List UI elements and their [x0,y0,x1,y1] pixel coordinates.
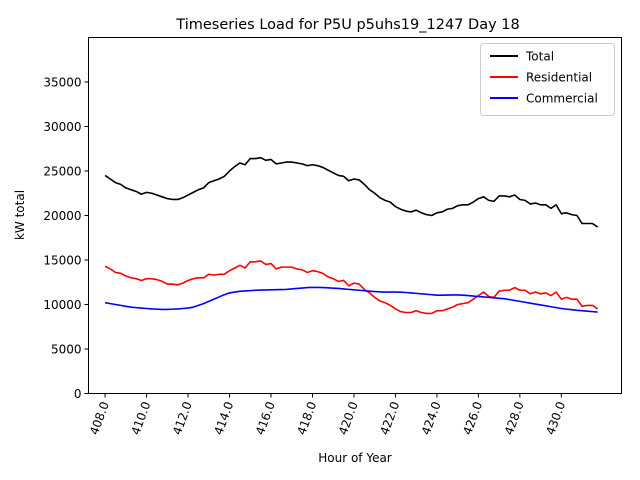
y-tick-label: 25000 [43,164,81,178]
legend-label-total: Total [525,50,554,64]
y-tick-label: 35000 [43,75,81,89]
legend: Total Residential Commercial [480,43,615,116]
x-tick-label: 422.0 [377,400,402,437]
x-tick-label: 416.0 [253,400,278,437]
x-tick-label: 426.0 [460,400,485,437]
x-axis: 408.0 410.0 412.0 414.0 416.0 418.0 420.0 422.0… [87,393,568,437]
x-tick-label: 420.0 [336,400,361,437]
x-axis-label: Hour of Year [318,451,392,465]
y-axis-label: kW total [13,190,27,240]
series-line-total [104,156,599,228]
x-tick-label: 414.0 [211,400,236,437]
y-axis: 0 5000 10000 15000 20000 25000 30000 35000 [43,75,89,401]
x-tick-label: 428.0 [502,400,527,437]
y-tick-label: 20000 [43,209,81,223]
y-tick-label: 30000 [43,120,81,134]
legend-label-residential: Residential [526,71,592,85]
y-tick-label: 0 [74,387,82,401]
x-tick-label: 424.0 [419,400,444,437]
x-tick-label: 418.0 [294,400,319,437]
chart-title: Timeseries Load for P5U p5uhs19_1247 Day… [175,17,519,33]
y-tick-label: 15000 [43,253,81,267]
legend-label-commercial: Commercial [526,92,598,106]
y-tick-label: 10000 [43,298,81,312]
y-tick-label: 5000 [51,342,82,356]
x-tick-label: 412.0 [170,400,195,437]
series-line-commercial [104,286,598,313]
series-layer [104,156,599,315]
series-line-residential [104,260,599,315]
x-tick-label: 408.0 [87,400,112,437]
x-tick-label: 430.0 [543,400,568,437]
x-tick-label: 410.0 [128,400,153,437]
